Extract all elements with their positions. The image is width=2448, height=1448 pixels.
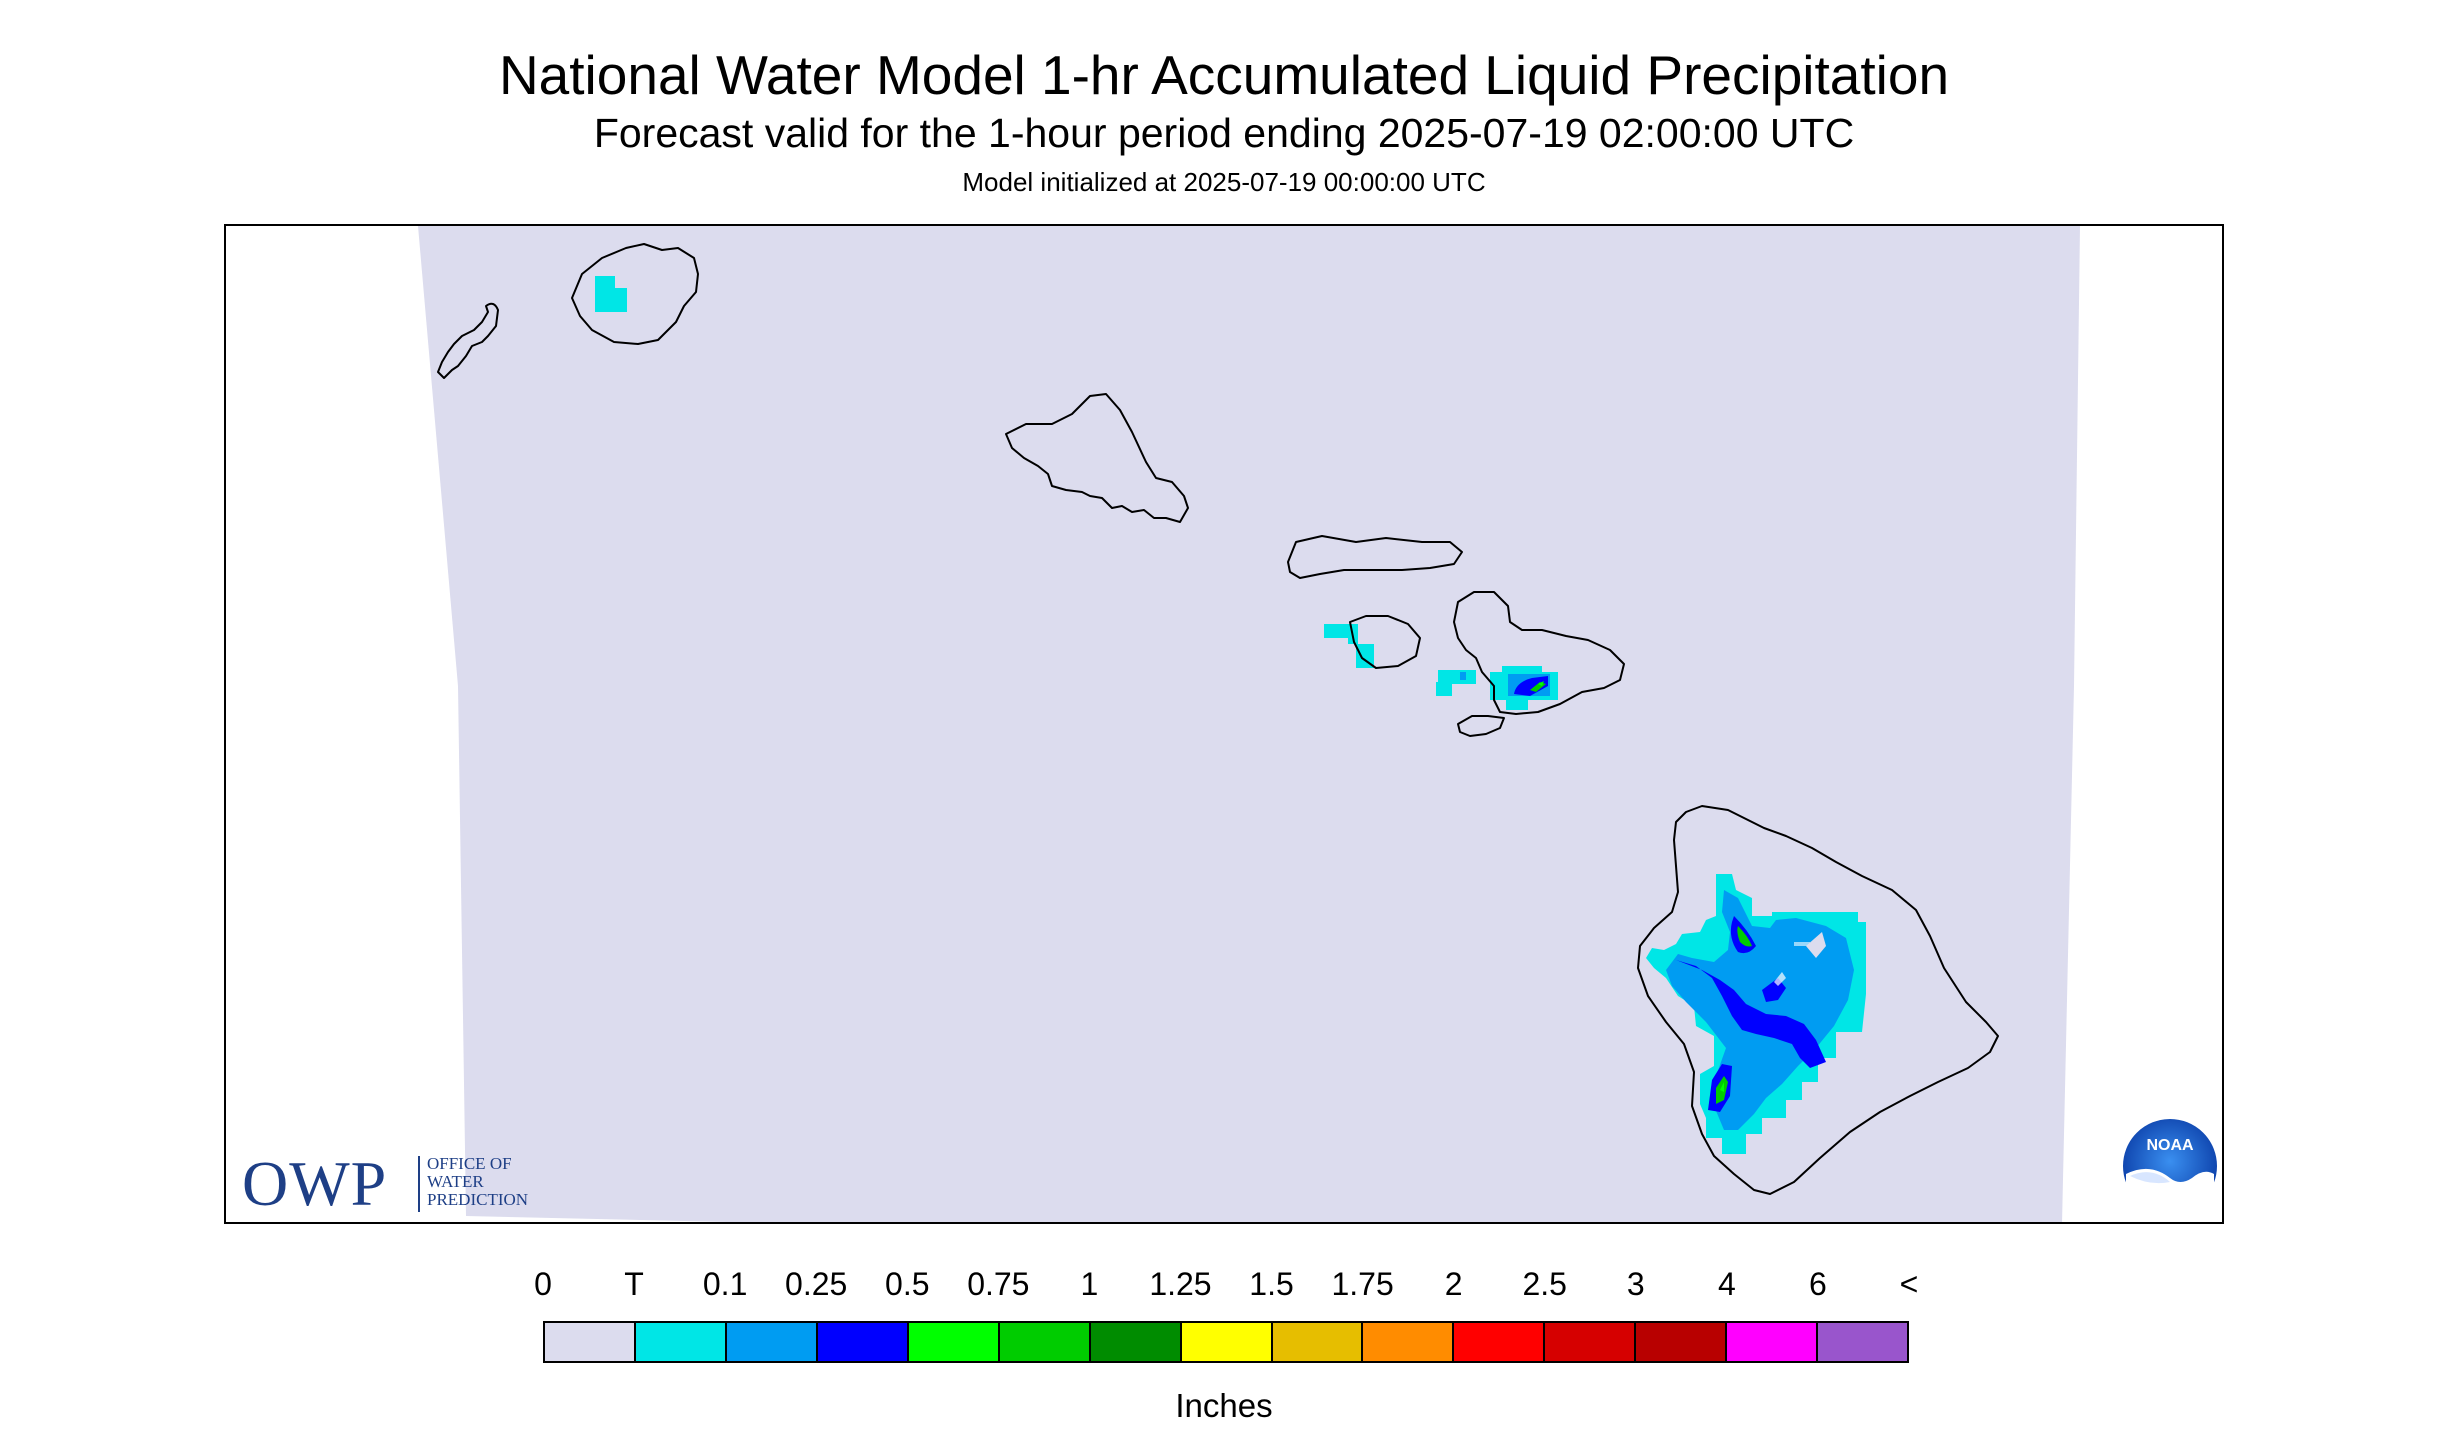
owp-logo-line3: PREDICTION [427, 1190, 529, 1209]
legend-tick-label: 1.5 [1249, 1266, 1294, 1302]
hawaii-outline [1637, 805, 1999, 1195]
legend-tick-label: 1.25 [1149, 1266, 1212, 1302]
legend-swatch [1818, 1323, 1908, 1361]
kahoolawe-outline [1457, 715, 1505, 737]
map-panel: OWP OFFICE OF WATER PREDICTION NOAA [224, 224, 2224, 1224]
owp-logo-divider [418, 1156, 420, 1212]
legend-tick-label: 0.25 [785, 1266, 848, 1302]
precip-big-island [1646, 874, 1866, 1154]
legend-swatch [1636, 1323, 1728, 1361]
owp-logo-text: OFFICE OF WATER PREDICTION [427, 1155, 528, 1209]
legend-tick-label: < [1899, 1266, 1919, 1302]
legend-tick-label: T [624, 1266, 644, 1302]
map-subtitle: Forecast valid for the 1-hour period end… [593, 110, 1855, 156]
map-title: National Water Model 1-hr Accumulated Li… [498, 44, 1950, 106]
legend-tick-label: 1 [1080, 1266, 1099, 1302]
legend-swatch [1181, 1323, 1273, 1361]
niihau-outline [437, 302, 499, 379]
lanai-outline [1349, 615, 1421, 669]
model-init-time: Model initialized at 2025-07-19 00:00:00… [962, 167, 1486, 197]
owp-logo-line2: WATER [427, 1172, 484, 1191]
legend-tick-label: 1.75 [1331, 1266, 1394, 1302]
kauai-outline [571, 243, 699, 345]
legend-swatch [1545, 1323, 1637, 1361]
legend-tick-label: 0.5 [885, 1266, 930, 1302]
legend-units: Inches [1175, 1387, 1273, 1424]
legend-tick-label: 2 [1444, 1266, 1463, 1302]
legend-tick-label: 0.1 [702, 1266, 748, 1302]
legend-tick-label: 3 [1626, 1266, 1645, 1302]
legend-tick-label: 0.75 [967, 1266, 1030, 1302]
legend-swatch [1454, 1323, 1546, 1361]
noaa-logo: NOAA [2121, 1117, 2219, 1215]
noaa-logo-text: NOAA [2146, 1137, 2194, 1154]
legend-tick-label: 6 [1809, 1266, 1827, 1302]
legend-colorbar [543, 1321, 1909, 1363]
legend-tick-label: 2.5 [1522, 1266, 1567, 1302]
legend-swatch [545, 1323, 636, 1361]
maui-outline [1453, 591, 1625, 715]
precip-maui [1490, 666, 1558, 710]
legend-labels: 0 T 0.1 0.25 0.5 0.75 1 1.25 1.5 1.75 2 2.5 3 4 6 < [0, 1264, 2448, 1304]
precip-kauai [595, 276, 627, 312]
legend-swatch [1363, 1323, 1455, 1361]
legend-tick-label: 4 [1717, 1266, 1736, 1302]
legend-swatch [908, 1323, 1000, 1361]
oahu-outline [1005, 393, 1189, 523]
legend-swatch [999, 1323, 1091, 1361]
legend-tick-label: 0 [534, 1266, 552, 1302]
molokai-outline [1287, 535, 1463, 579]
legend-swatch [635, 1323, 727, 1361]
legend-swatch [1090, 1323, 1182, 1361]
legend-swatch [1727, 1323, 1819, 1361]
legend-swatch [726, 1323, 818, 1361]
legend-swatch [1272, 1323, 1364, 1361]
legend-swatch [817, 1323, 909, 1361]
island-outlines [437, 243, 1999, 1195]
hawaii-precip-map [418, 226, 2080, 1222]
owp-logo-line1: OFFICE OF [427, 1154, 512, 1173]
model-domain-area [418, 226, 2080, 1222]
owp-logo-abbr: OWP [242, 1148, 388, 1219]
